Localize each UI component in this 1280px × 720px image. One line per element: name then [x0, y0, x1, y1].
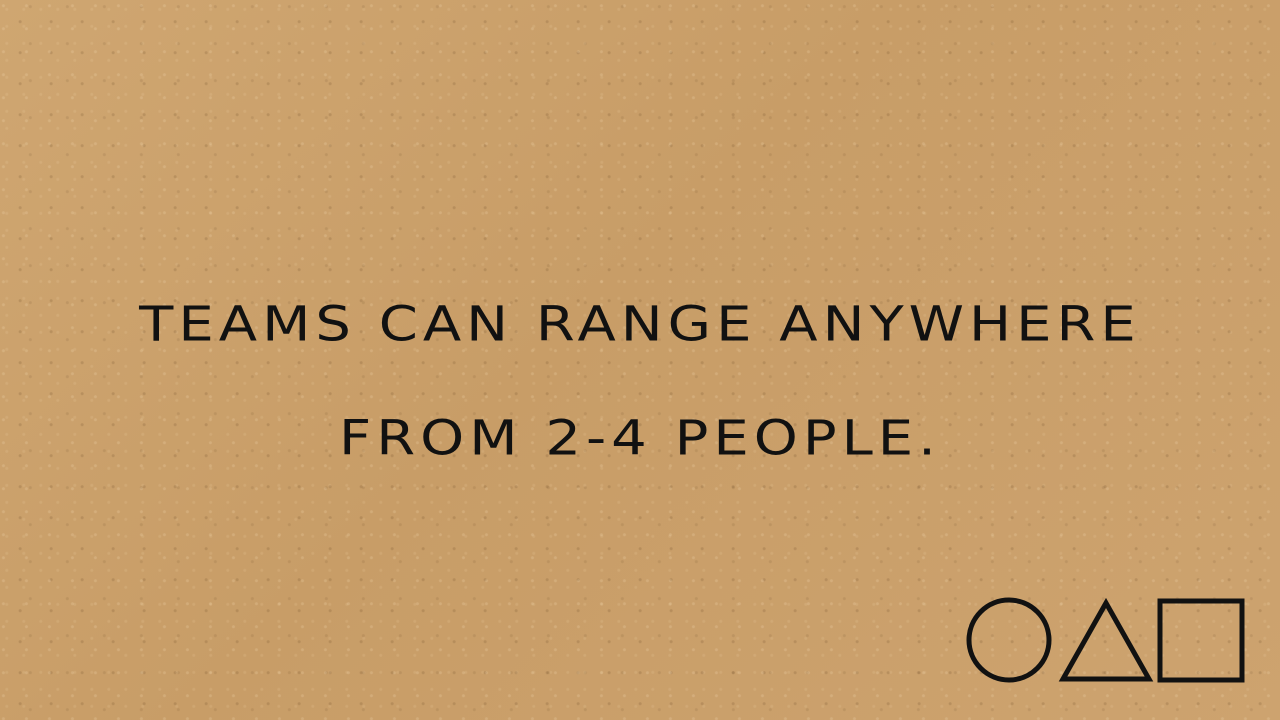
message-line-2: from 2-4 people.	[339, 410, 941, 467]
message-line-1: teams can range anywhere	[139, 296, 1141, 353]
square-icon	[1157, 598, 1245, 683]
triangle-icon	[1058, 597, 1154, 682]
circle-icon	[966, 597, 1052, 683]
shape-icons	[966, 597, 1246, 687]
slide-message: teams can range anywhere from 2-4 people…	[0, 268, 1280, 496]
